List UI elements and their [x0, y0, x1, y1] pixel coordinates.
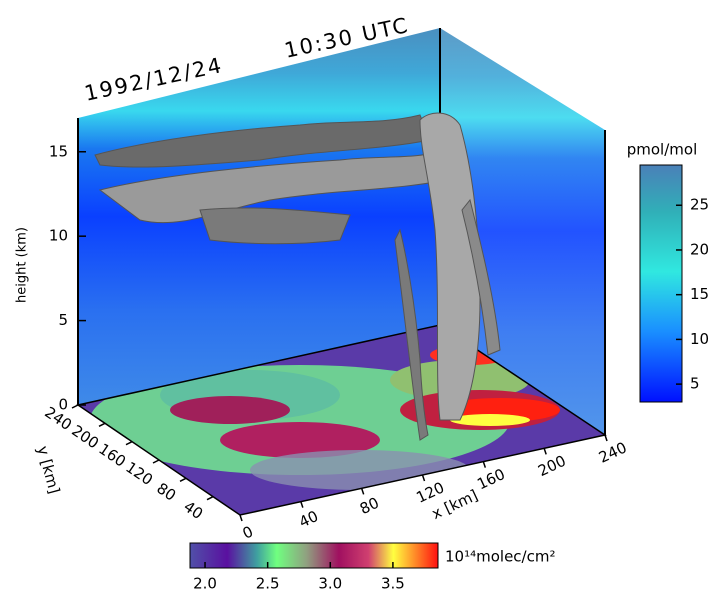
isosurface [94, 112, 501, 441]
x-tick-label: 200 [535, 452, 569, 480]
y-tick-label: 240 [41, 403, 75, 434]
x-tick [421, 474, 426, 482]
y-tick-label: 200 [68, 421, 102, 452]
colorbar-mixing-unit: pmol/mol [627, 141, 698, 159]
colorbar-tick-label: 20 [690, 240, 709, 258]
x-tick-label: 160 [474, 465, 508, 493]
height-tick-label: 0 [58, 396, 68, 414]
y-tick-label: 120 [122, 458, 156, 489]
colorbar-column-unit: 10¹⁴molec/cm² [445, 548, 555, 566]
y-tick-label: 160 [95, 440, 129, 471]
colorbar-tick-label: 25 [690, 196, 709, 214]
x-tick-label: 240 [596, 438, 630, 466]
x-tick [239, 514, 243, 522]
y-tick [125, 440, 133, 446]
colorbar-tick-label: 10 [690, 330, 709, 348]
height-tick-label: 10 [49, 227, 68, 245]
height-axis-title: height (km) [15, 227, 30, 303]
colorbar-column [189, 542, 439, 569]
y-axis-title: y [km] [33, 444, 63, 496]
colorbar-tick-label: 2.5 [256, 575, 280, 593]
y-tick [98, 422, 106, 428]
y-tick [152, 459, 160, 464]
x-tick [543, 448, 547, 455]
height-tick-label: 5 [58, 311, 68, 329]
y-tick [179, 477, 187, 483]
x-tick [360, 488, 365, 495]
colorbar-tick-label: 3.5 [381, 575, 405, 593]
colorbar-tick-label: 5 [690, 375, 700, 393]
x-tick [300, 501, 304, 508]
y-tick [206, 495, 214, 501]
colorbar-tick-label: 3.0 [318, 575, 342, 593]
x-tick-label: 80 [357, 494, 382, 518]
y-tick-label: 80 [153, 479, 179, 505]
colorbar-tick-label: 15 [690, 285, 709, 303]
y-tick [71, 404, 79, 409]
side-wall [440, 28, 605, 435]
x-tick [482, 461, 487, 468]
colorbar-mixing-ratio [639, 164, 683, 403]
x-tick-label: 0 [240, 522, 256, 542]
y-tick-label: 40 [180, 497, 206, 523]
height-tick-label: 15 [49, 142, 68, 160]
colorbar-tick-label: 2.0 [193, 575, 217, 593]
floor [78, 325, 605, 515]
x-tick [604, 434, 608, 442]
x-tick-label: 40 [296, 507, 321, 531]
